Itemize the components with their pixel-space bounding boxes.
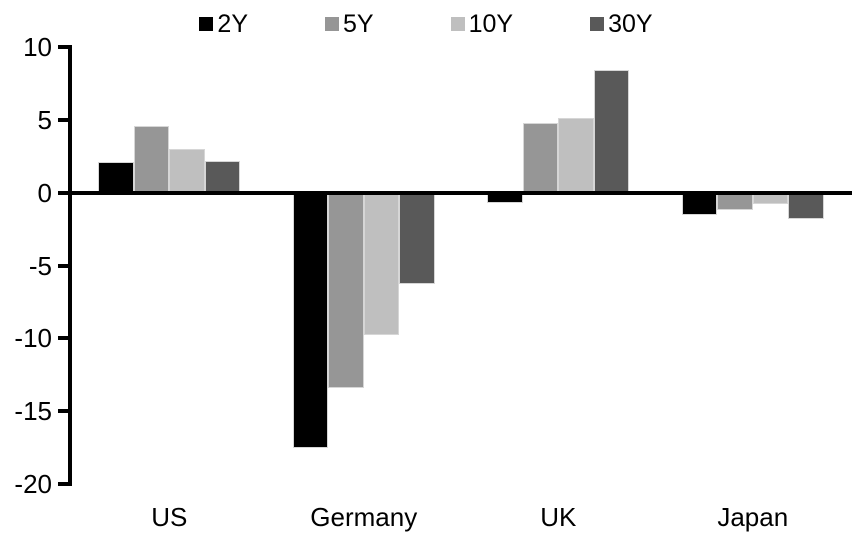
y-tick-label--10: -10 [14,323,52,354]
x-label-japan: Japan [717,502,789,532]
bar-germany-5y [328,192,364,388]
bar-us-10y [169,148,205,193]
bar-us-5y [133,125,170,193]
bar-japan-2y [681,192,718,215]
legend-swatch-2y [199,17,214,31]
y-tick-label-10: 10 [23,32,52,62]
y-tick-label--15: -15 [14,396,52,427]
bar-germany-2y [292,192,329,448]
legend-item-5y: 5Y [325,9,374,38]
x-axis-zero-line [68,190,852,195]
bar-germany-10y [363,192,400,336]
bar-us-2y [98,162,134,193]
y-tick-label-0: 0 [37,177,52,208]
y-tick-5 [58,117,68,122]
legend-label-5y: 5Y [343,9,374,38]
x-label-germany: Germany [310,502,418,532]
bar-japan-30y [788,192,824,219]
legend-item-2y: 2Y [199,9,249,38]
bar-uk-5y [522,122,559,193]
y-tick-label-5: 5 [37,104,52,135]
y-tick--5 [58,263,68,268]
y-tick-label--20: -20 [14,469,52,499]
legend-label-10y: 10Y [468,9,514,38]
y-tick--20 [58,482,68,486]
legend-swatch-30y [590,17,605,31]
legend-item-10y: 10Y [450,9,514,38]
bar-japan-5y [717,192,753,211]
legend-label-2y: 2Y [217,9,249,38]
y-tick-10 [58,45,68,49]
y-tick-0 [58,190,68,195]
bar-uk-30y [593,70,630,193]
y-tick-label--5: -5 [28,250,52,281]
bar-uk-10y [558,118,594,193]
legend-item-30y: 30Y [590,9,653,38]
y-tick--15 [58,409,68,414]
bar-germany-30y [399,192,435,285]
y-axis-line [68,45,72,486]
chart-legend: 2Y 5Y 10Y 30Y [0,6,852,42]
y-tick--10 [58,336,68,341]
x-label-uk: UK [540,502,577,532]
x-label-us: US [151,502,188,532]
legend-label-30y: 30Y [608,9,653,38]
legend-swatch-10y [450,17,465,31]
bar-us-30y [204,160,241,193]
legend-swatch-5y [325,17,340,31]
